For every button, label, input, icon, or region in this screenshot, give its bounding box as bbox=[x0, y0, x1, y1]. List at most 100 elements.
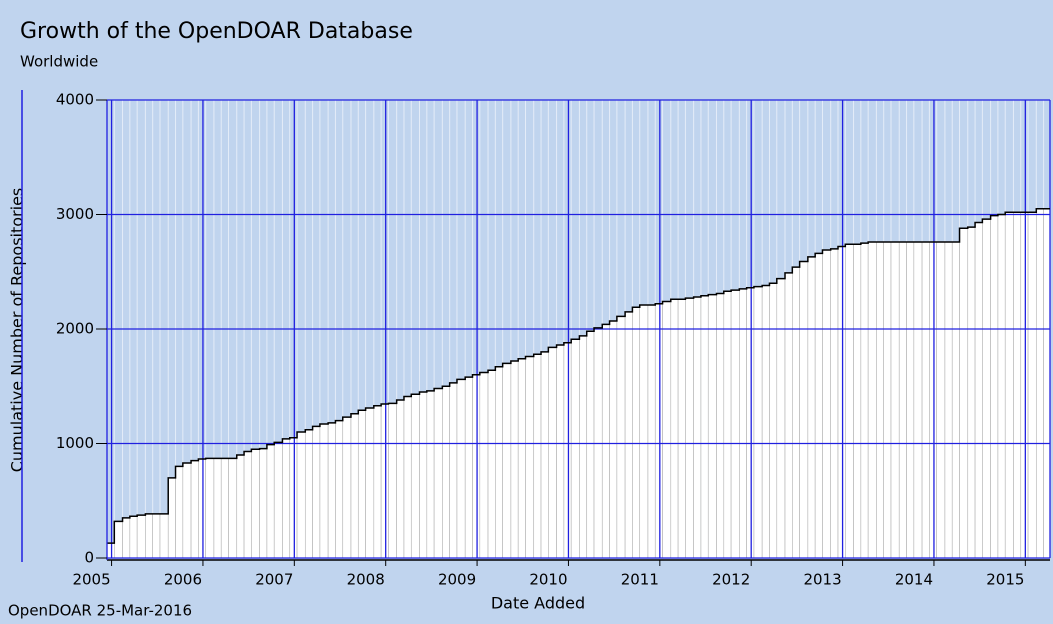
x-tick-label: 2008 bbox=[347, 571, 385, 589]
bar bbox=[761, 285, 770, 559]
bar bbox=[114, 521, 123, 559]
chart-subtitle: Worldwide bbox=[20, 53, 98, 71]
bar bbox=[190, 460, 199, 559]
bar bbox=[959, 227, 969, 559]
bar bbox=[929, 241, 937, 559]
bar bbox=[890, 241, 900, 559]
bar bbox=[723, 290, 732, 559]
y-tick-label: 1000 bbox=[56, 434, 94, 452]
bar bbox=[814, 253, 823, 559]
bar bbox=[442, 385, 450, 559]
bar bbox=[1013, 211, 1022, 559]
bar bbox=[510, 360, 519, 559]
bar bbox=[502, 363, 512, 559]
bar bbox=[654, 303, 663, 559]
bar bbox=[845, 243, 854, 559]
bar bbox=[380, 403, 389, 559]
bar bbox=[152, 513, 161, 559]
bar bbox=[289, 437, 298, 559]
bar bbox=[616, 316, 626, 559]
bar bbox=[273, 442, 283, 559]
bar bbox=[944, 241, 953, 559]
bar bbox=[563, 342, 572, 559]
bar bbox=[228, 458, 238, 559]
bar bbox=[136, 514, 146, 559]
bar bbox=[175, 466, 184, 559]
bar bbox=[1004, 211, 1014, 559]
bar bbox=[251, 448, 260, 559]
bar bbox=[784, 272, 793, 559]
y-axis-title: Cumulative Number of Repositories bbox=[8, 188, 27, 473]
bar bbox=[913, 241, 923, 559]
bar bbox=[776, 278, 786, 559]
bar bbox=[548, 347, 557, 559]
bar bbox=[410, 393, 420, 559]
bar bbox=[419, 391, 428, 559]
bar bbox=[357, 409, 366, 559]
bar bbox=[525, 356, 535, 559]
bar bbox=[145, 513, 153, 559]
chart-title: Growth of the OpenDOAR Database bbox=[20, 19, 413, 44]
footer: OpenDOAR 25-Mar-2016 bbox=[8, 602, 192, 620]
bar bbox=[837, 246, 846, 559]
x-tick-label: 2005 bbox=[72, 571, 110, 589]
bar bbox=[1043, 208, 1051, 559]
bar bbox=[685, 297, 694, 559]
x-tick-label: 2015 bbox=[986, 571, 1024, 589]
bar bbox=[433, 388, 443, 559]
bar bbox=[282, 438, 291, 559]
x-tick-label: 2007 bbox=[255, 571, 293, 589]
bar bbox=[205, 458, 215, 559]
x-tick-label: 2012 bbox=[712, 571, 750, 589]
bar bbox=[807, 256, 816, 559]
bar bbox=[570, 339, 580, 559]
bar bbox=[236, 454, 245, 559]
bar bbox=[479, 372, 489, 559]
bar bbox=[951, 241, 960, 559]
bar bbox=[472, 374, 481, 559]
bar bbox=[198, 458, 206, 559]
bar bbox=[906, 241, 915, 559]
bar bbox=[426, 390, 435, 559]
bar bbox=[335, 420, 344, 559]
bar bbox=[609, 320, 618, 559]
bar bbox=[396, 399, 405, 559]
bar bbox=[213, 458, 222, 559]
y-tick-label: 3000 bbox=[56, 205, 94, 223]
bar bbox=[456, 379, 466, 559]
bar bbox=[997, 214, 1006, 559]
bar bbox=[753, 286, 763, 559]
bar bbox=[388, 403, 397, 559]
bar bbox=[266, 444, 275, 559]
x-tick-label: 2010 bbox=[529, 571, 567, 589]
bar bbox=[990, 215, 999, 559]
bar bbox=[677, 298, 686, 559]
bar bbox=[716, 293, 725, 559]
bar bbox=[693, 296, 702, 559]
bar bbox=[517, 358, 526, 559]
bar bbox=[365, 407, 375, 559]
bar bbox=[974, 222, 983, 559]
bar bbox=[860, 242, 869, 559]
x-tick-label: 2013 bbox=[803, 571, 841, 589]
bar bbox=[921, 241, 930, 559]
bar bbox=[342, 416, 352, 559]
bar bbox=[312, 426, 321, 559]
x-tick-label: 2011 bbox=[621, 571, 659, 589]
bar bbox=[579, 335, 588, 559]
bar bbox=[182, 462, 192, 559]
bar bbox=[876, 241, 884, 559]
bar bbox=[883, 241, 892, 559]
bar bbox=[769, 282, 778, 559]
x-tick-label: 2014 bbox=[895, 571, 933, 589]
bar bbox=[304, 429, 313, 559]
x-tick-label: 2006 bbox=[164, 571, 202, 589]
bar bbox=[624, 311, 633, 559]
bar bbox=[1035, 208, 1044, 559]
bar bbox=[853, 243, 862, 559]
bar bbox=[707, 294, 717, 559]
bar bbox=[601, 324, 610, 559]
bar bbox=[167, 477, 176, 559]
bar bbox=[487, 369, 496, 559]
step-line bbox=[107, 208, 1050, 544]
